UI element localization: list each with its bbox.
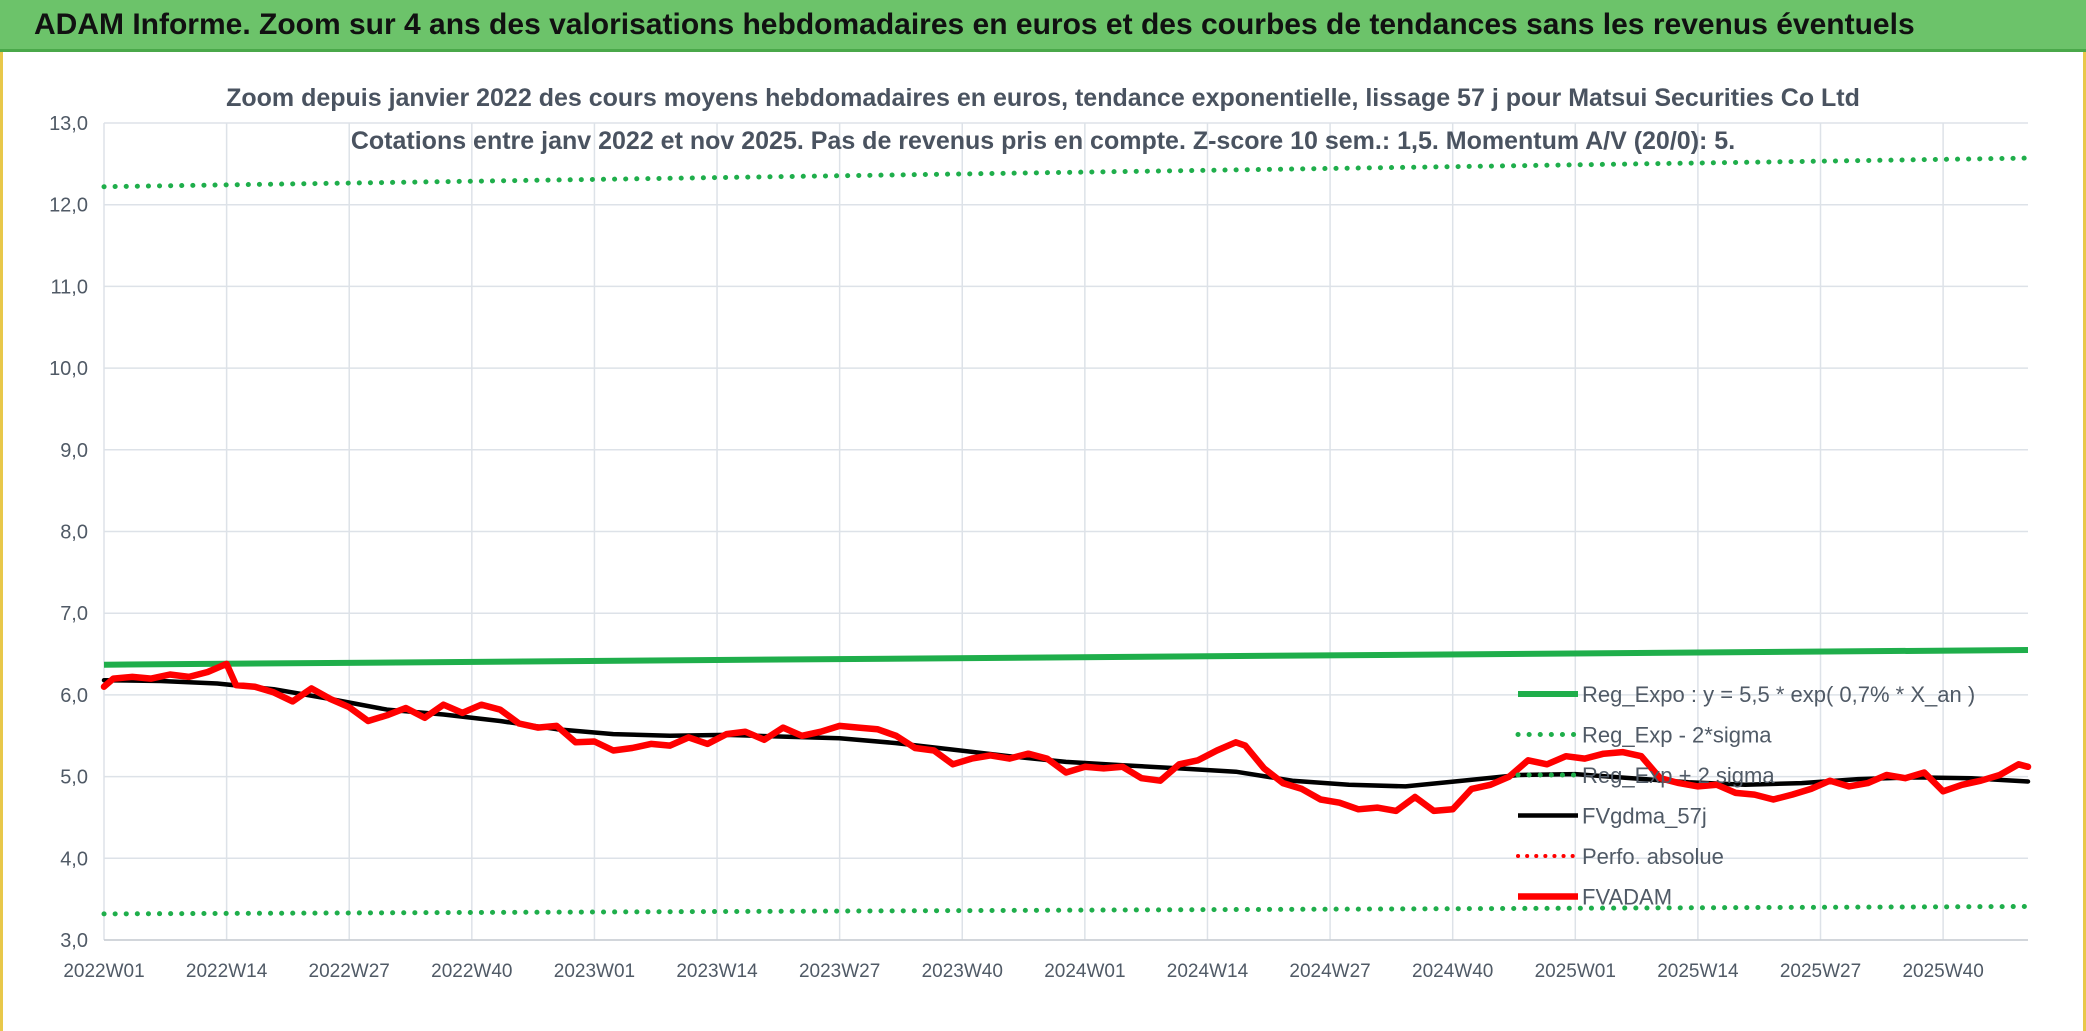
x-tick-label: 2025W14 [1657, 961, 1739, 982]
x-tick-label: 2022W27 [309, 961, 390, 982]
y-tick-label: 7,0 [60, 603, 88, 625]
x-tick-label: 2024W14 [1167, 961, 1249, 982]
grid-layer [103, 122, 2028, 941]
series-line-2-reg-exp-2-sigma [101, 155, 2031, 190]
legend-label: FVgdma_57j [1582, 804, 1707, 829]
series-line-5-fvadam [100, 660, 2032, 815]
legend-label: FVADAM [1582, 885, 1672, 910]
chart-subtitle: Cotations entre janv 2022 et nov 2025. P… [350, 127, 1736, 155]
x-tick-label: 2022W14 [186, 961, 268, 982]
header-banner: ADAM Informe. Zoom sur 4 ans des valoris… [0, 0, 2086, 52]
legend-label: Reg_Exp + 2 sigma [1582, 763, 1775, 788]
chart-area [0, 52, 2086, 1031]
series-line-0-reg-expo-y-5-5-exp-0-7-x-an [103, 647, 2029, 668]
x-tick-label: 2023W01 [554, 961, 635, 982]
x-tick-label: 2023W27 [799, 961, 880, 982]
x-tick-label: 2025W27 [1780, 961, 1861, 982]
legend-label: Reg_Exp - 2*sigma [1582, 723, 1772, 748]
legend-label: Reg_Expo : y = 5,5 * exp( 0,7% * X_an ) [1582, 682, 1975, 707]
x-tick-label: 2023W40 [922, 961, 1003, 982]
y-tick-label: 10,0 [49, 358, 88, 380]
x-tick-label: 2025W40 [1902, 961, 1983, 982]
x-axis-ticks: 2022W01 2022W14 2022W27 2022W40 2023W01 2023W… [63, 961, 1983, 982]
x-tick-label: 2024W27 [1289, 961, 1370, 982]
series-layer [100, 155, 2032, 917]
y-tick-label: 13,0 [49, 113, 88, 135]
y-axis-ticks: 13,0 12,0 11,0 10,0 9,0 8,0 7,0 6,0 5,0 4,0 3,0 [49, 113, 88, 952]
banner-title: ADAM Informe. Zoom sur 4 ans des valoris… [34, 8, 1915, 41]
x-tick-label: 2023W14 [676, 961, 758, 982]
y-tick-label: 11,0 [51, 276, 88, 298]
legend: Reg_Expo : y = 5,5 * exp( 0,7% * X_an ) R… [1515, 682, 1975, 910]
x-tick-label: 2024W01 [1044, 961, 1125, 982]
chart-title: Zoom depuis janvier 2022 des cours moyen… [226, 84, 1860, 112]
y-tick-label: 6,0 [60, 685, 88, 707]
series-line-1-reg-exp-2-sigma [101, 904, 2031, 917]
x-tick-label: 2024W40 [1412, 961, 1493, 982]
x-tick-label: 2025W01 [1535, 961, 1616, 982]
x-tick-label: 2022W40 [431, 961, 512, 982]
legend-label: Perfo. absolue [1582, 844, 1724, 869]
x-tick-label: 2022W01 [63, 961, 144, 982]
y-tick-label: 8,0 [60, 522, 88, 544]
y-tick-label: 5,0 [60, 767, 88, 789]
y-tick-label: 4,0 [60, 848, 88, 870]
y-tick-label: 9,0 [60, 440, 88, 462]
y-tick-label: 3,0 [60, 930, 88, 952]
y-tick-label: 12,0 [49, 195, 88, 217]
